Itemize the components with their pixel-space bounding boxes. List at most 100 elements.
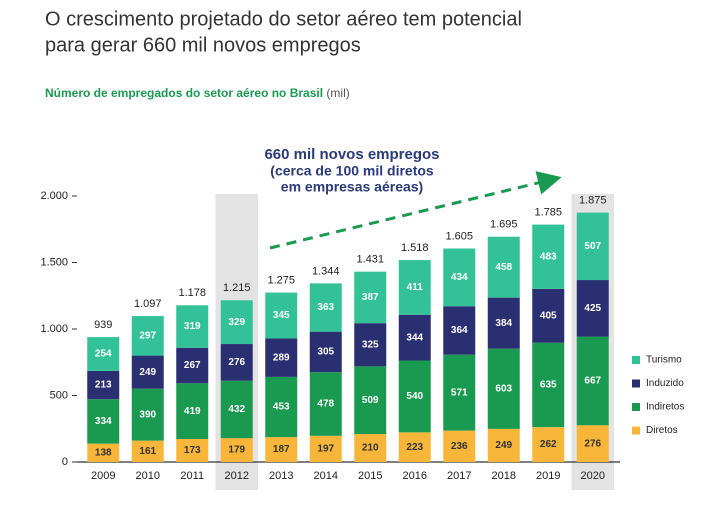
value-label: 210	[362, 443, 379, 454]
value-label: 161	[139, 446, 156, 457]
total-label: 1.605	[445, 230, 473, 242]
value-label: 603	[495, 383, 512, 394]
bar-segment	[398, 432, 431, 462]
value-label: 635	[540, 380, 557, 391]
value-label: 297	[139, 330, 156, 341]
value-label: 276	[584, 438, 601, 449]
annotation: em empresas aéreas)	[281, 179, 423, 195]
bar-segment	[487, 297, 520, 349]
x-tick-label: 2011	[180, 470, 204, 482]
value-label: 425	[584, 303, 601, 314]
bar-segment	[576, 336, 609, 426]
value-label: 571	[451, 387, 468, 398]
total-label: 1.275	[267, 274, 295, 286]
y-tick-label: 1.500	[40, 256, 68, 268]
bar-segment	[176, 438, 209, 462]
annotation: 660 mil novos empregos	[264, 146, 439, 163]
value-label: 387	[362, 292, 379, 303]
bar-segment	[443, 354, 476, 431]
value-label: 197	[317, 444, 334, 455]
unit: (mil)	[326, 86, 349, 100]
x-tick-label: 2015	[358, 470, 382, 482]
value-label: 458	[495, 262, 512, 273]
x-tick-label: 2009	[91, 470, 115, 482]
bar-segment	[131, 388, 164, 441]
bar-segment	[309, 435, 342, 462]
x-tick-label: 2010	[136, 470, 160, 482]
value-label: 187	[273, 444, 290, 455]
chart-title: para gerar 660 mil novos empregos	[45, 34, 361, 56]
bar-segment	[131, 440, 164, 462]
chart-title: O crescimento projetado do setor aéreo t…	[45, 8, 522, 30]
x-tick-label: 2018	[492, 470, 516, 482]
legend-swatch	[632, 403, 640, 411]
bar-segment	[576, 212, 609, 281]
total-label: 1.097	[134, 298, 162, 310]
bar-segment	[309, 372, 342, 436]
value-label: 254	[95, 349, 112, 360]
value-label: 236	[451, 441, 468, 452]
y-tick-label: 500	[50, 389, 68, 401]
y-tick-label: 2.000	[40, 190, 68, 202]
value-label: 138	[95, 447, 112, 458]
bar-segment	[532, 427, 565, 462]
y-tick-label: 0	[62, 456, 68, 468]
annotation: (cerca de 100 mil diretos	[270, 163, 434, 179]
bar-segment	[220, 380, 253, 439]
bar-segment	[532, 288, 565, 343]
x-tick-label: 2012	[225, 470, 249, 482]
value-label: 432	[228, 404, 245, 415]
y-tick-label: 1.000	[40, 323, 68, 335]
x-tick-label: 2016	[403, 470, 427, 482]
bar-segment	[87, 337, 120, 371]
value-label: 267	[184, 360, 201, 371]
value-label: 179	[228, 445, 245, 456]
total-label: 1.344	[312, 265, 340, 277]
value-label: 223	[406, 442, 423, 453]
bar-segment	[176, 347, 209, 384]
bar-segment	[354, 434, 387, 462]
legend-label: Indiretos	[646, 402, 684, 413]
x-tick-label: 2017	[447, 470, 471, 482]
bar-segment	[398, 314, 431, 361]
value-label: 667	[584, 376, 601, 387]
total-label: 1.785	[534, 207, 562, 219]
value-label: 363	[317, 302, 334, 313]
total-label: 1.215	[223, 282, 251, 294]
bar-segment	[443, 430, 476, 462]
total-label: 1.695	[490, 219, 518, 231]
bar-segment	[354, 366, 387, 435]
value-label: 405	[540, 310, 557, 321]
value-label: 344	[406, 332, 423, 343]
value-label: 345	[273, 310, 290, 321]
bar-segment	[487, 428, 520, 462]
value-label: 507	[584, 241, 601, 252]
value-label: 434	[451, 272, 468, 283]
bar-segment	[354, 323, 387, 367]
value-label: 483	[540, 251, 557, 262]
bar-segment	[309, 331, 342, 373]
total-label: 1.431	[356, 254, 384, 266]
value-label: 334	[95, 416, 112, 427]
bar-segment	[443, 248, 476, 307]
value-label: 213	[95, 380, 112, 391]
bar-segment	[176, 305, 209, 348]
value-label: 329	[228, 317, 245, 328]
bar-segment	[131, 316, 164, 356]
value-label: 325	[362, 339, 379, 350]
bar-segment	[487, 348, 520, 429]
bar-segment	[87, 370, 120, 400]
bar-segment	[443, 306, 476, 355]
bar-segment	[220, 344, 253, 381]
x-tick-label: 2020	[581, 470, 605, 482]
bar-segment	[265, 338, 298, 377]
value-label: 249	[139, 367, 156, 378]
growth-arrow	[269, 171, 562, 250]
value-label: 262	[540, 439, 557, 450]
subtitle: Número de empregados do setor aéreo no B…	[45, 86, 323, 100]
value-label: 173	[184, 445, 201, 456]
value-label: 276	[228, 357, 245, 368]
bar-segment	[131, 355, 164, 389]
